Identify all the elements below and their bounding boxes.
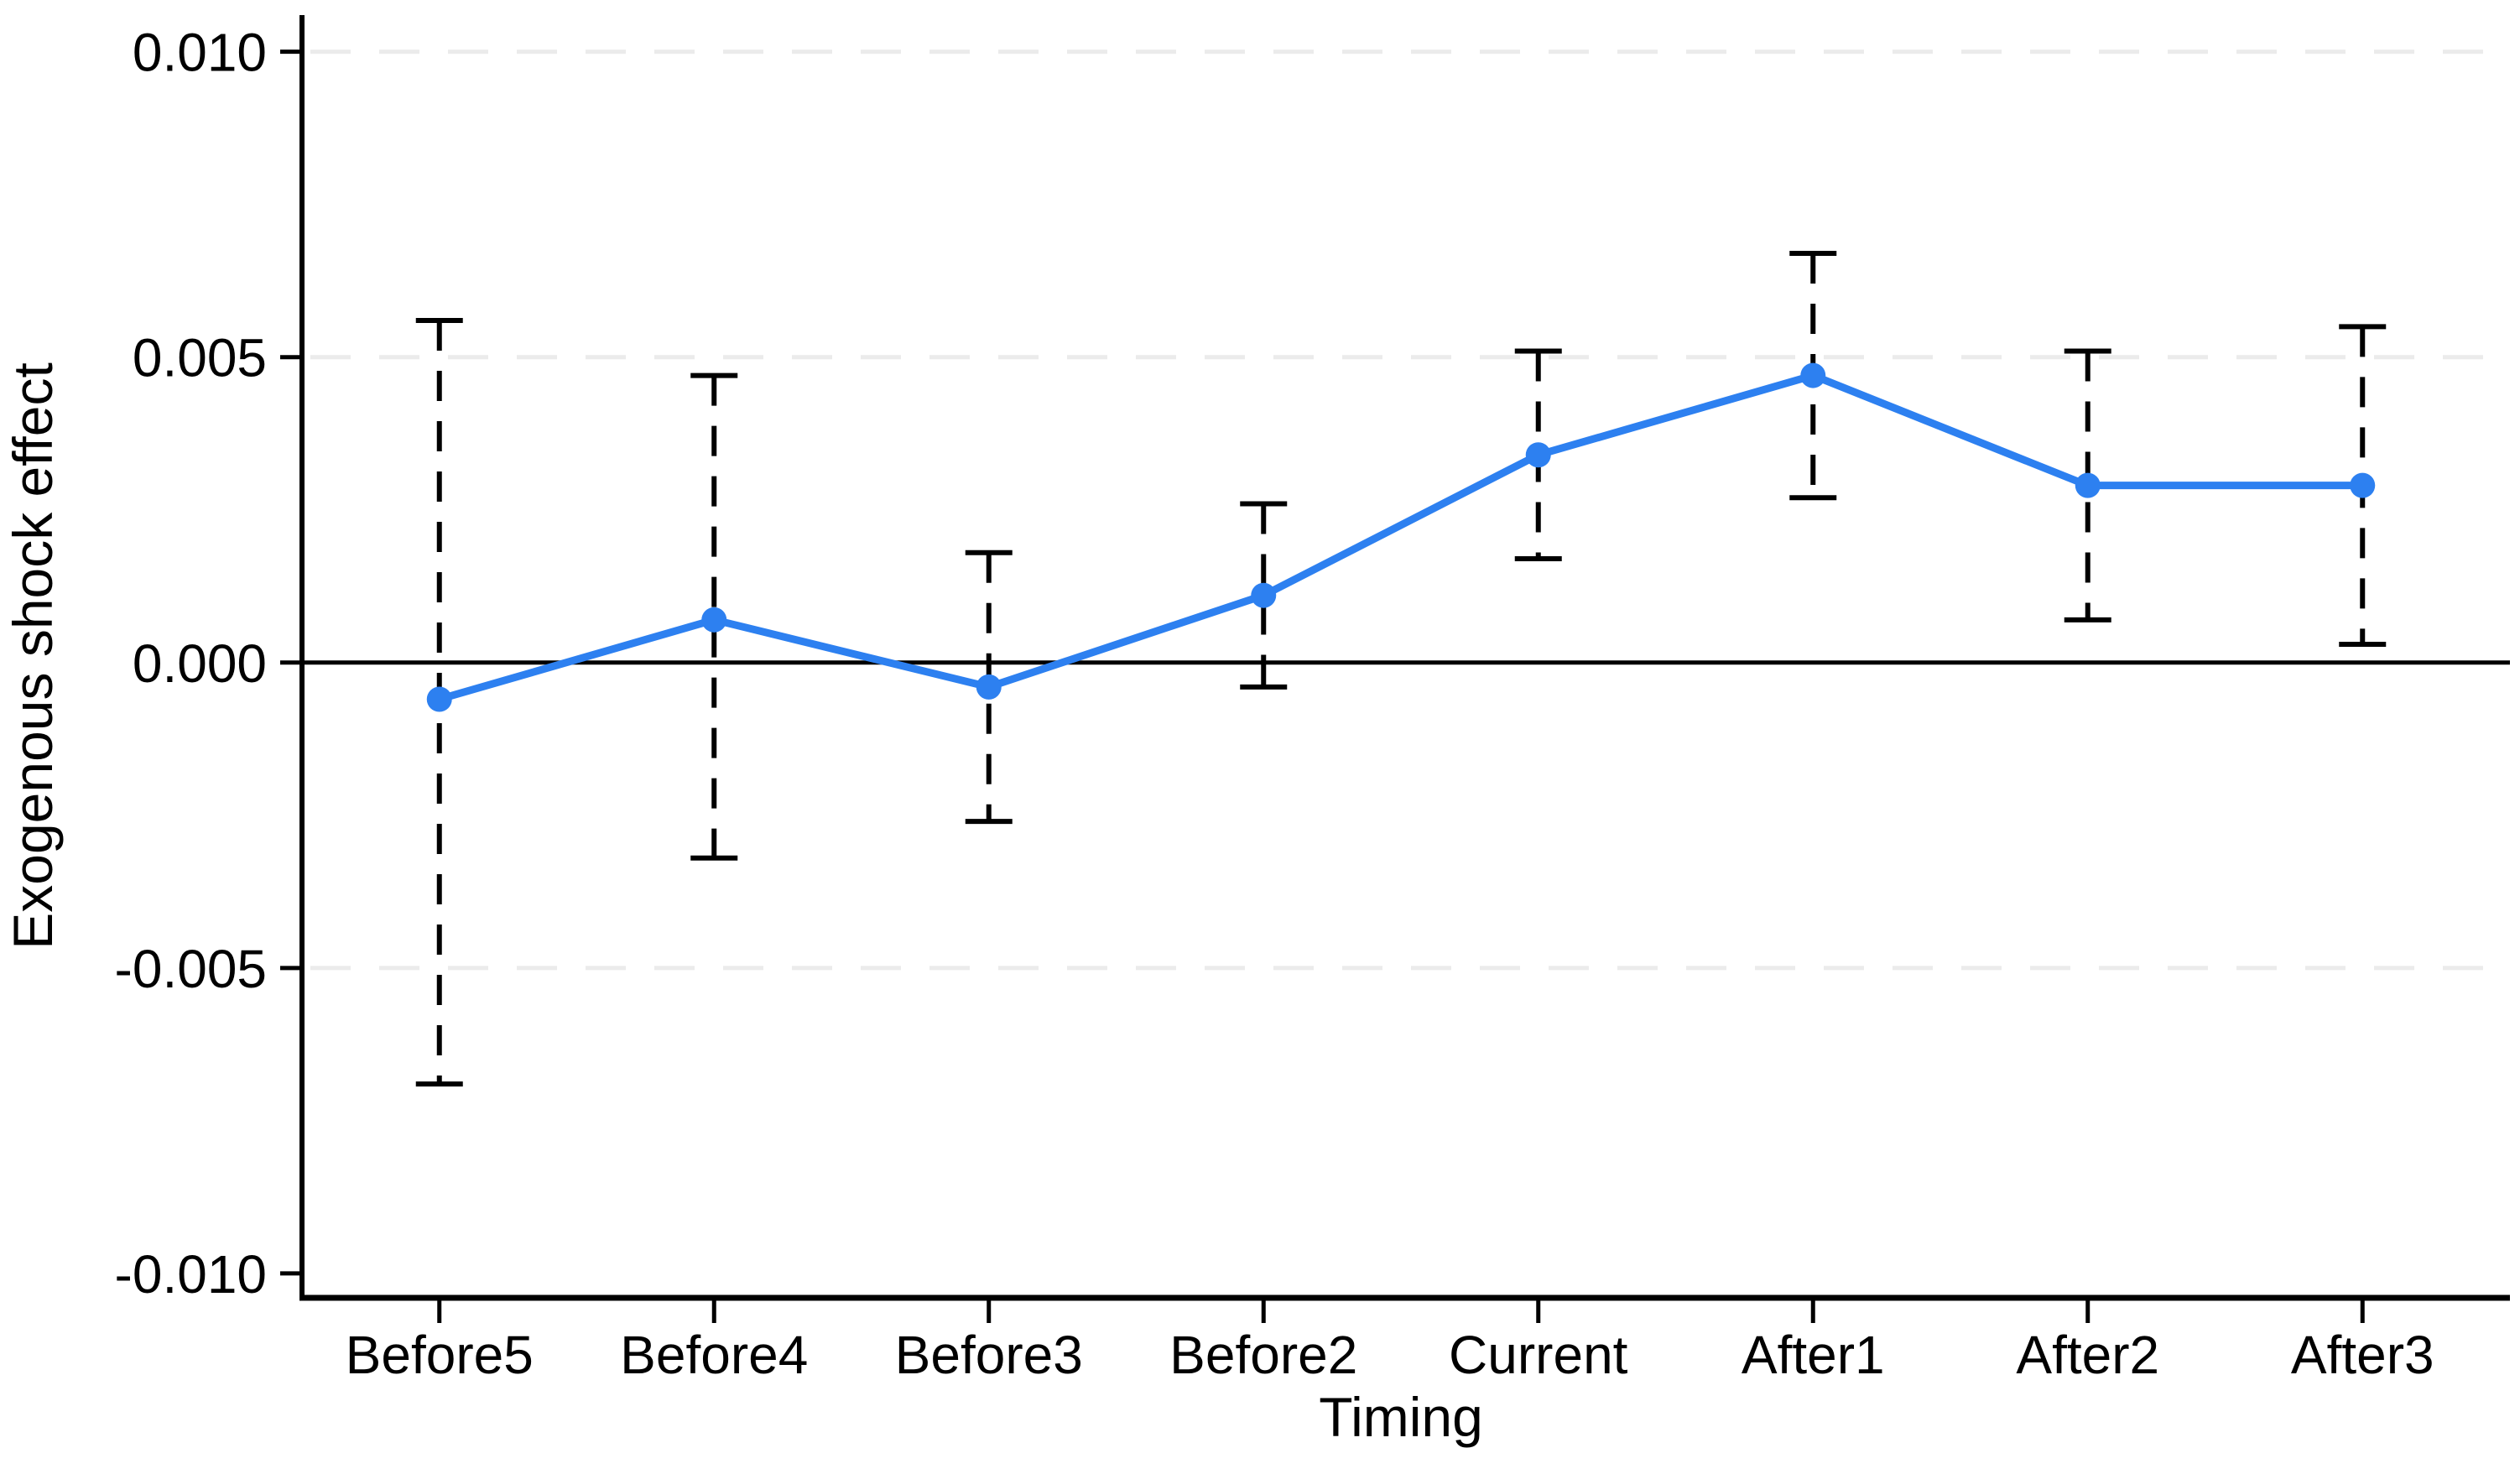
axes: -0.010 -0.005 0.000 0.005 0.010 Before5 Before…: [115, 15, 2510, 1385]
data-point-marker: [1251, 582, 1277, 608]
y-tick-label: -0.005: [115, 939, 267, 999]
data-point-marker: [1525, 442, 1551, 468]
x-category-label: After3: [2291, 1325, 2434, 1385]
series: [415, 250, 2387, 1087]
error-bar: [690, 372, 738, 861]
data-point-marker: [976, 674, 1002, 700]
x-axis-title: Timing: [1319, 1386, 1483, 1448]
data-point-marker: [2075, 472, 2101, 498]
y-tick-label: 0.005: [133, 328, 267, 388]
y-tick-label: -0.010: [115, 1244, 267, 1305]
error-bar: [965, 549, 1013, 825]
data-point-marker: [1800, 362, 1826, 388]
x-category-label: Before5: [346, 1325, 534, 1385]
error-bar: [2064, 348, 2111, 622]
x-category-label: Current: [1449, 1325, 1628, 1385]
x-category-label: Before4: [620, 1325, 808, 1385]
series-line: [435, 372, 2366, 703]
data-point-marker: [701, 607, 727, 633]
x-category-label: After2: [2016, 1325, 2159, 1385]
y-tick-label: 0.010: [133, 23, 267, 83]
x-category-label: Before3: [895, 1325, 1083, 1385]
gridlines: [302, 49, 2510, 971]
data-point-marker: [2350, 472, 2376, 498]
y-axis-title: Exogenous shock effect: [2, 362, 64, 950]
y-tick-label: 0.000: [133, 633, 267, 694]
error-bar: [1240, 501, 1288, 690]
x-category-label: Before2: [1169, 1325, 1357, 1385]
data-point-marker: [426, 686, 452, 712]
x-category-label: After1: [1742, 1325, 1885, 1385]
